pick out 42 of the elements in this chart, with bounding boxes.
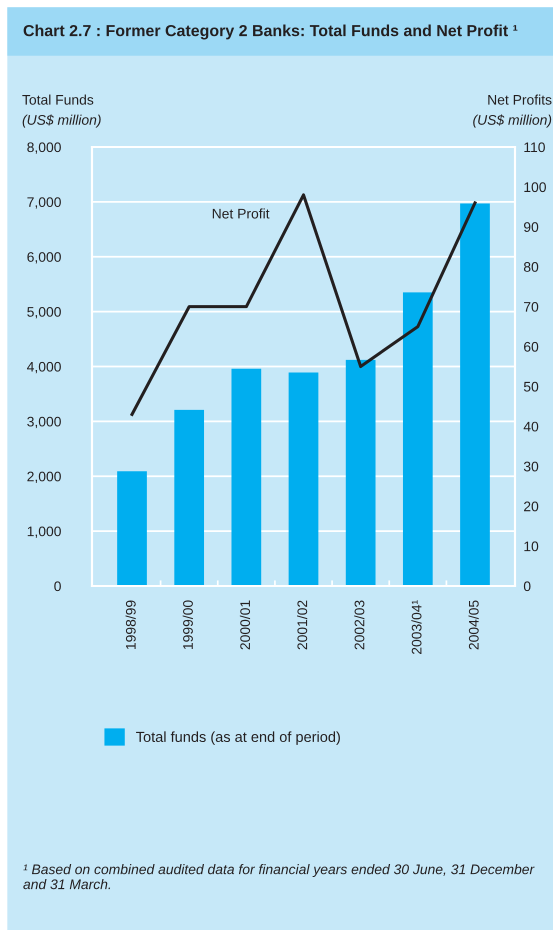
x-tick-label: 1999/00	[182, 600, 193, 650]
y2-tick-label: 70	[524, 302, 538, 312]
x-tick-label: 1998/99	[126, 600, 136, 650]
y-axis-title: Total Funds (US$ million)	[22, 94, 101, 128]
y-tick-label: 4,000	[27, 362, 61, 374]
line-series	[130, 193, 477, 416]
y2-axis-title: Net Profits (US$ million)	[473, 94, 552, 128]
x-tick-label: 2004/05	[468, 600, 479, 650]
y2-tick-label: 40	[524, 422, 538, 432]
x-tick-label: 2000/01	[240, 600, 250, 650]
y-tick-label: 6,000	[27, 252, 61, 264]
y2-tick-label: 100	[524, 182, 546, 192]
legend-label: Total funds (as at end of period)	[136, 731, 340, 745]
y2-tick-label: 50	[524, 382, 538, 392]
bar	[460, 204, 490, 586]
y2-tick-label: 30	[524, 462, 538, 472]
y-tick-label: 3,000	[27, 416, 61, 428]
y-tick-label: 1,000	[28, 526, 61, 538]
bar	[117, 471, 147, 586]
y-tick-label: 2,000	[27, 472, 61, 484]
bar	[346, 360, 376, 586]
y-tick-label: 7,000	[27, 197, 61, 209]
chart-title: Chart 2.7 : Former Category 2 Banks: Total Funds and Net Profit ¹	[24, 24, 518, 40]
bar	[288, 372, 318, 586]
y2-tick-label: 90	[524, 222, 538, 232]
x-tick-label: 2001/02	[297, 600, 308, 650]
y-tick-label: 5,000	[27, 306, 61, 318]
y2-tick-label: 60	[524, 342, 538, 352]
bar	[174, 410, 204, 586]
y-tick-label: 8,000	[27, 142, 61, 154]
bar	[231, 368, 262, 586]
y2-tick-label: 110	[524, 142, 545, 152]
x-tick-label: 2003/04¹	[411, 600, 422, 654]
y2-tick-label: 0	[524, 581, 531, 592]
series-label: Net Profit	[212, 208, 270, 219]
x-tick-label: 2002/03	[354, 600, 364, 650]
text: ¹ Based on combined audited data for financial years ended 30 June, 31 December and 31 March.	[23, 864, 535, 890]
y2-tick-label: 20	[524, 502, 538, 512]
bar	[402, 292, 433, 586]
y-tick-label: 0	[54, 581, 61, 592]
y2-tick-label: 10	[524, 541, 538, 552]
y2-tick-label: 80	[524, 262, 538, 272]
